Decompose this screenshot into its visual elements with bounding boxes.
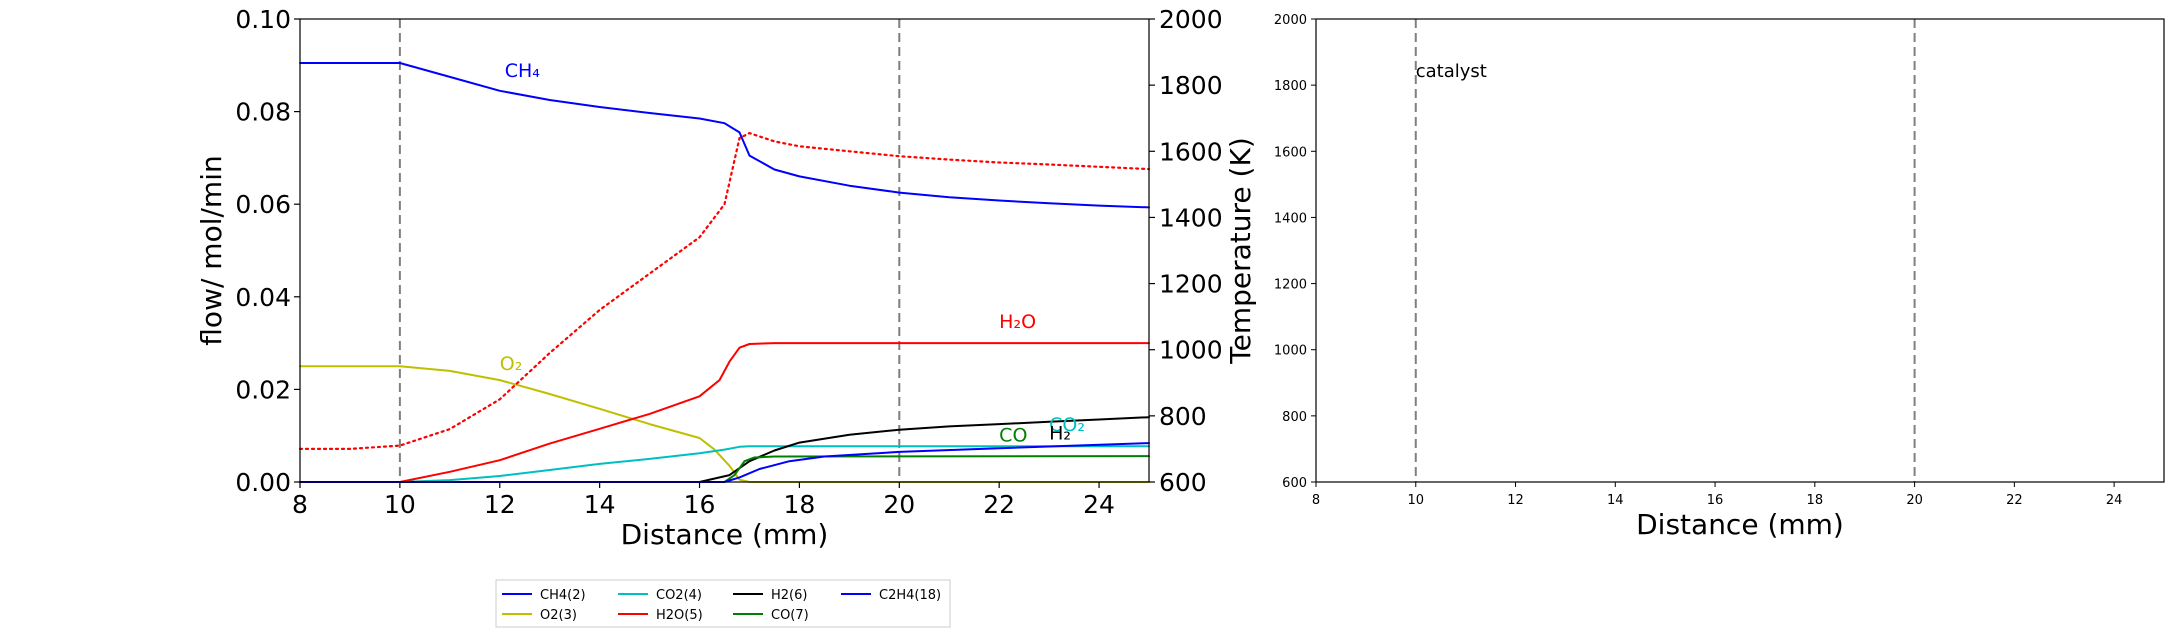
legend-label-co2-4: CO2(4) xyxy=(656,588,702,603)
left-xtick-label: 16 xyxy=(684,490,716,519)
left-y-axis-label: flow/ mol/min xyxy=(195,155,228,345)
right-ytick-label: 1800 xyxy=(1274,79,1307,94)
legend: CH4(2) O2(3) CO2(4) H2O(5) H2(6) CO(7) C2H4(18… xyxy=(495,579,951,628)
legend-label-co-7: CO(7) xyxy=(771,608,809,623)
left-xtick-label: 22 xyxy=(983,490,1015,519)
left-y2tick-label: 800 xyxy=(1159,402,1207,431)
left-xtick-label: 12 xyxy=(484,490,516,519)
left-annotation-5: H₂ xyxy=(1049,422,1071,444)
right-xtick-label: 18 xyxy=(1807,493,1824,508)
legend-label-c2h4-18: C2H4(18) xyxy=(879,588,941,603)
left-ytick-label: 0.00 xyxy=(235,468,291,497)
left-y2tick-label: 1800 xyxy=(1159,71,1223,100)
left-y2tick-label: 2000 xyxy=(1159,5,1223,34)
left-annotation-3: CO xyxy=(999,425,1027,447)
series-line-o2-3 xyxy=(299,365,1150,483)
left-y2tick-label: 600 xyxy=(1159,468,1207,497)
right-xtick-label: 20 xyxy=(1906,493,1923,508)
right-xtick-label: 16 xyxy=(1707,493,1724,508)
series-line-c2h4-18 xyxy=(299,442,1150,483)
left-ytick-label: 0.10 xyxy=(235,5,291,34)
right-ytick-label: 1200 xyxy=(1274,278,1307,293)
legend-label-h2-6: H2(6) xyxy=(771,588,807,603)
right-plot-frame xyxy=(1315,18,2165,483)
left-y2tick-label: 1400 xyxy=(1159,203,1223,232)
left-annotation-1: O₂ xyxy=(500,353,523,375)
right-ytick-label: 1000 xyxy=(1274,344,1307,359)
legend-label-o2-3: O2(3) xyxy=(540,608,577,623)
series-line-h2o-5 xyxy=(299,342,1150,483)
left-xtick-label: 24 xyxy=(1083,490,1115,519)
series-line-h2-6 xyxy=(299,416,1150,483)
left-annotation-0: CH₄ xyxy=(505,60,541,82)
left-xtick-label: 18 xyxy=(784,490,816,519)
right-xtick-label: 8 xyxy=(1312,493,1320,508)
left-plot-frame xyxy=(299,18,1150,483)
right-xtick-label: 22 xyxy=(2006,493,2023,508)
left-xtick-label: 14 xyxy=(584,490,616,519)
left-y2tick-label: 1600 xyxy=(1159,137,1223,166)
right-ytick-label: 2000 xyxy=(1274,13,1307,28)
right-xtick-label: 10 xyxy=(1407,493,1424,508)
right-xtick-label: 14 xyxy=(1607,493,1624,508)
right-annotation-catalyst: catalyst xyxy=(1416,61,1487,82)
temperature-dotted-line xyxy=(298,132,1151,450)
right-ytick-label: 1600 xyxy=(1274,145,1307,160)
left-ytick-label: 0.02 xyxy=(235,375,291,404)
left-y2tick-label: 1200 xyxy=(1159,270,1223,299)
legend-label-ch4-2: CH4(2) xyxy=(540,588,586,603)
legend-label-h2o-5: H2O(5) xyxy=(656,608,703,623)
left-xtick-label: 10 xyxy=(384,490,416,519)
right-x-axis-label: Distance (mm) xyxy=(1636,508,1844,541)
left-ytick-label: 0.06 xyxy=(235,190,291,219)
right-ytick-label: 600 xyxy=(1282,476,1307,491)
series-line-co2-4 xyxy=(299,445,1150,483)
left-y2tick-label: 1000 xyxy=(1159,336,1223,365)
left-y2-axis-label: Temperature (K) xyxy=(1224,137,1257,364)
left-xtick-label: 20 xyxy=(883,490,915,519)
right-ytick-label: 800 xyxy=(1282,410,1307,425)
series-line-ch4-2 xyxy=(299,62,1150,209)
left-x-axis-label: Distance (mm) xyxy=(621,518,829,551)
left-xtick-label: 8 xyxy=(292,490,308,519)
left-ytick-label: 0.04 xyxy=(235,283,291,312)
temperature-chart-panel: catalyst 8 10 12 14 16 18 20 22 24 600 800 1000 120… xyxy=(1274,13,2165,541)
left-annotation-4: CO₂ xyxy=(1049,414,1085,436)
left-annotation-2: H₂O xyxy=(999,311,1036,333)
left-ytick-label: 0.08 xyxy=(235,98,291,127)
right-ytick-label: 1400 xyxy=(1274,211,1307,226)
right-xtick-label: 24 xyxy=(2106,493,2123,508)
legend-frame xyxy=(495,579,951,628)
right-xtick-label: 12 xyxy=(1507,493,1524,508)
